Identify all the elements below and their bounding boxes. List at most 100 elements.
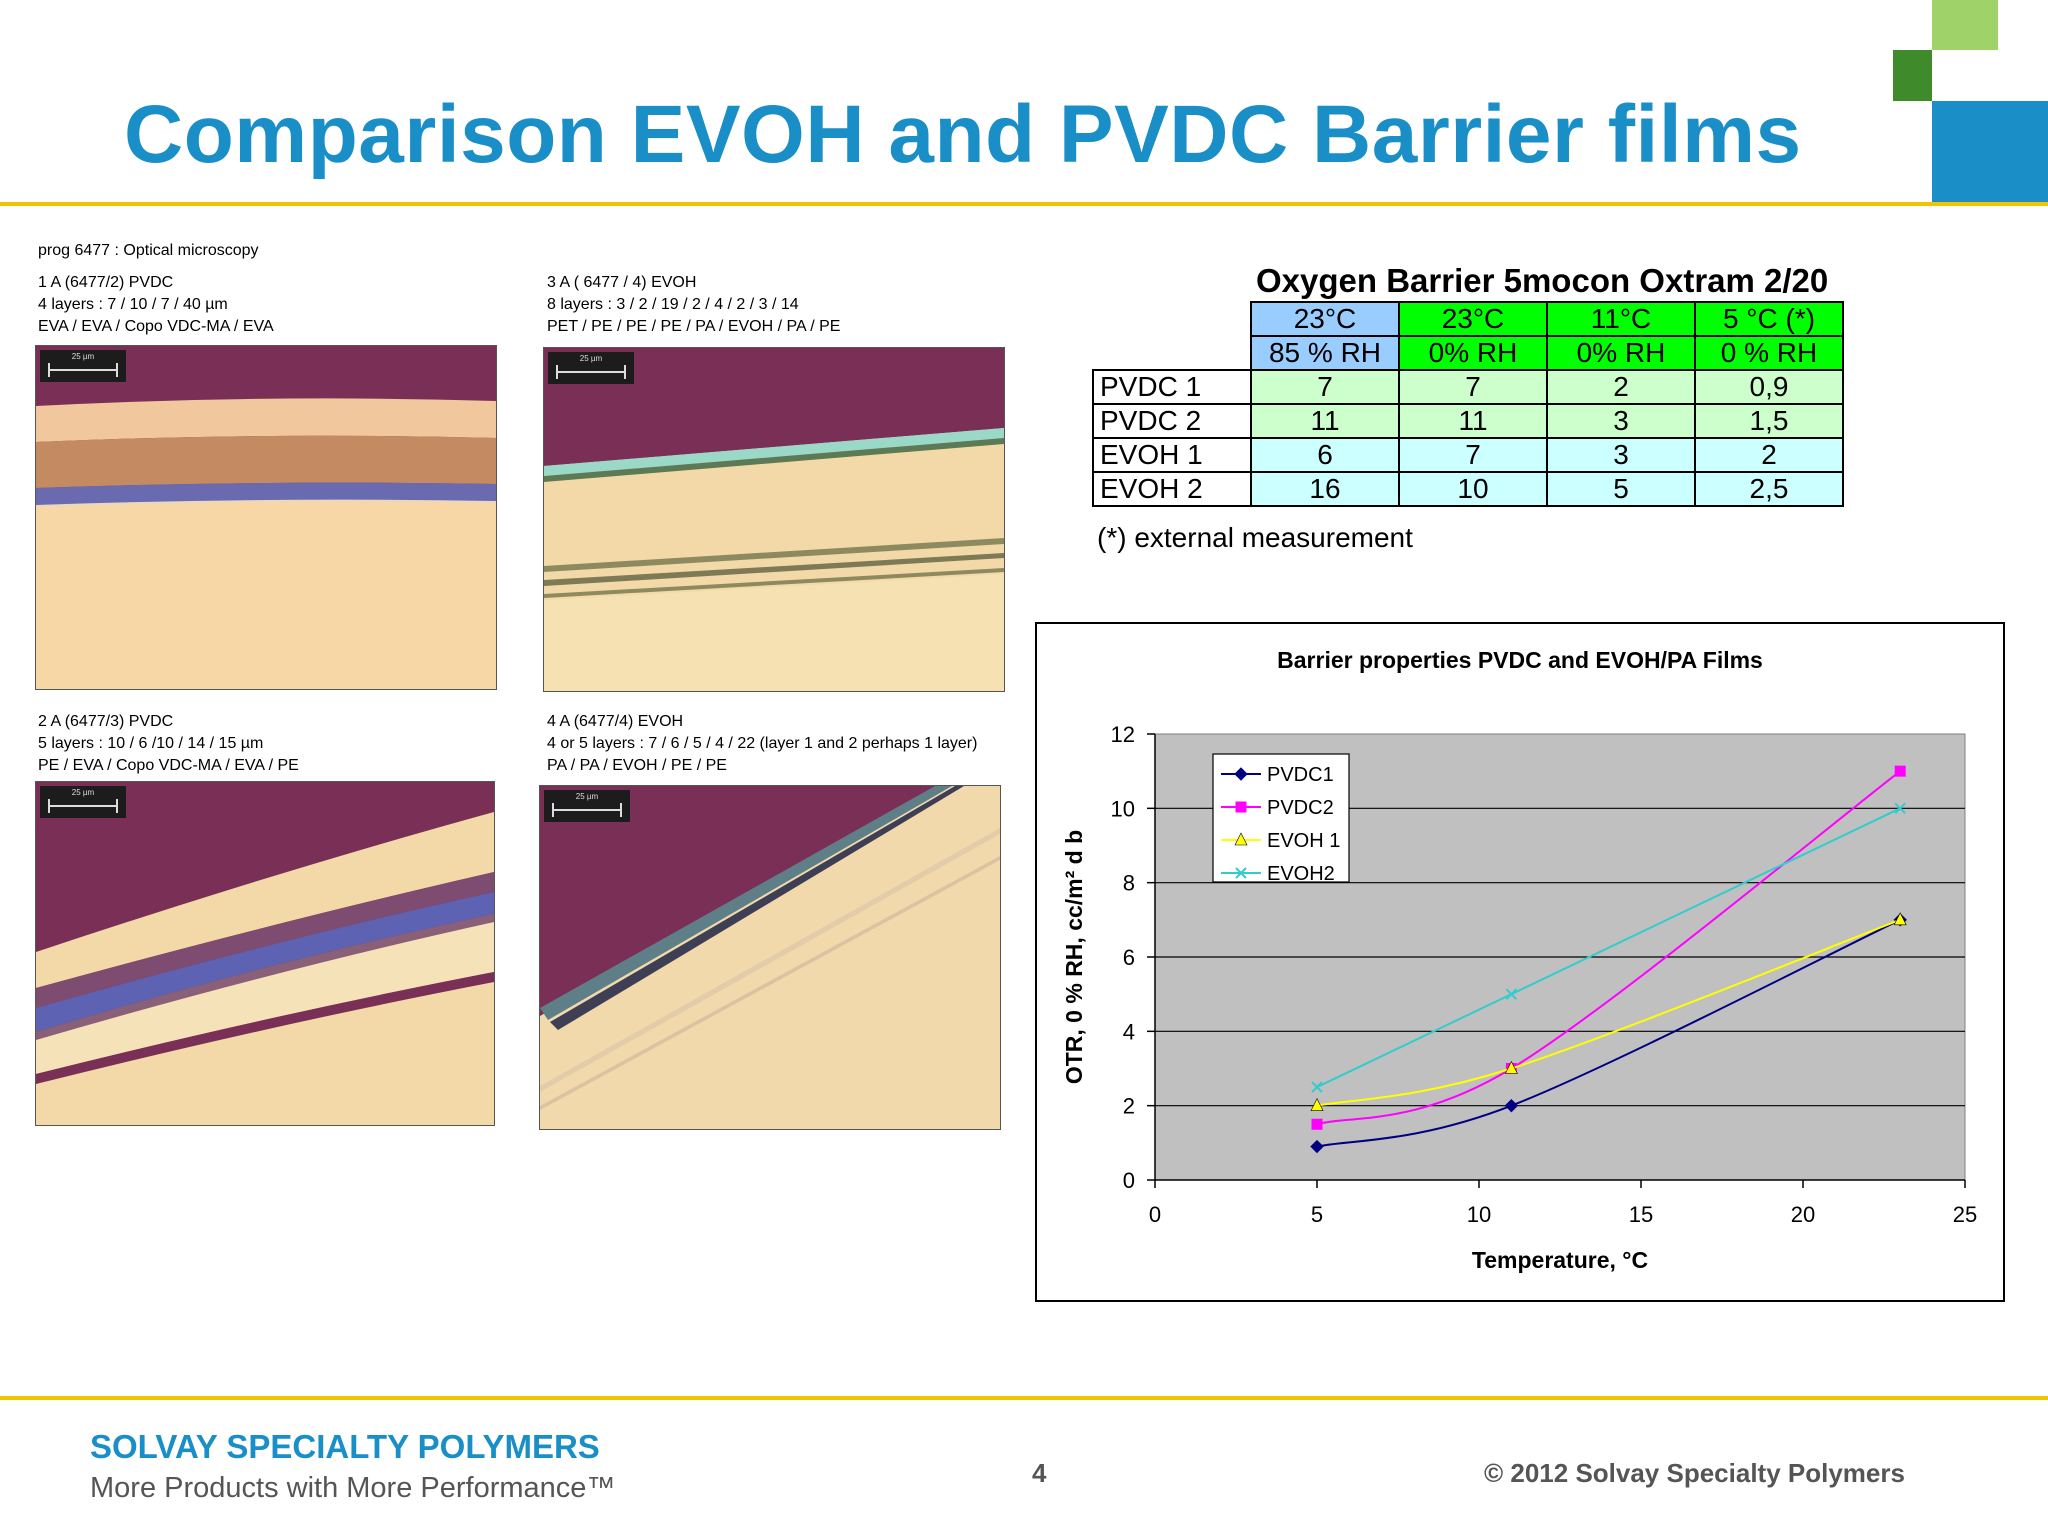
col-header-rh: 0% RH <box>1546 335 1696 371</box>
scale-bar: 25 µm <box>40 786 126 818</box>
y-axis-label: OTR, 0 % RH, cc/m² d b <box>1061 830 1087 1084</box>
table-cell: 7 <box>1398 369 1548 405</box>
caption-line: 4 layers : 7 / 10 / 7 / 40 µm <box>38 296 228 313</box>
scale-bar: 25 µm <box>548 352 634 384</box>
x-axis-label: Temperature, °C <box>1472 1247 1648 1273</box>
series-line <box>1316 807 1901 1088</box>
table-cell: 3 <box>1546 403 1696 439</box>
micrograph-1a: 25 µm <box>35 345 497 690</box>
data-point <box>1234 767 1248 781</box>
row-label: PVDC 2 <box>1092 403 1252 439</box>
brand-tagline: More Products with More Performance™ <box>90 1472 616 1504</box>
data-point <box>1893 912 1907 926</box>
scale-bar: 25 µm <box>40 350 126 382</box>
table-cell: 2 <box>1546 369 1696 405</box>
table-cell: 0,9 <box>1694 369 1844 405</box>
table-cell: 7 <box>1250 369 1400 405</box>
caption-line: 1 A (6477/2) PVDC <box>38 274 174 291</box>
caption-line: 4 or 5 layers : 7 / 6 / 5 / 4 / 22 (laye… <box>547 735 978 752</box>
data-point <box>1504 1060 1518 1074</box>
table-cell: 2,5 <box>1694 471 1844 507</box>
table-cell: 7 <box>1398 437 1548 473</box>
series-line <box>1316 918 1901 1148</box>
table-header-row-rh: 85 % RH 0% RH 0% RH 0 % RH <box>1093 335 1844 371</box>
table-row: EVOH 2 16 10 5 2,5 <box>1092 471 1844 507</box>
data-point <box>1234 832 1248 846</box>
x-tick-label: 0 <box>1149 1202 1161 1227</box>
data-point <box>1235 801 1247 813</box>
caption-line: 3 A ( 6477 / 4) EVOH <box>547 274 697 291</box>
corner-square-dark-green <box>1893 50 1932 101</box>
table-row: PVDC 1 7 7 2 0,9 <box>1092 369 1844 405</box>
caption-line: 4 A (6477/4) EVOH <box>547 713 684 730</box>
y-tick-label: 12 <box>1111 722 1135 747</box>
legend-entry: PVDC1 <box>1267 764 1334 786</box>
caption-line: PE / EVA / Copo VDC-MA / EVA / PE <box>38 757 299 774</box>
x-tick-label: 15 <box>1629 1202 1653 1227</box>
otr-table: 23°C 23°C 11°C 5 °C (*) 85 % RH 0% RH 0%… <box>1092 301 1844 507</box>
table-cell: 3 <box>1546 437 1696 473</box>
col-header-temp: 5 °C (*) <box>1694 301 1844 337</box>
data-point <box>1894 802 1906 815</box>
data-point <box>1504 1098 1519 1113</box>
data-point <box>1310 1139 1324 1154</box>
table-row: EVOH 1 6 7 3 2 <box>1092 437 1844 473</box>
scale-bar-label: 25 µm <box>579 354 603 363</box>
series-line <box>1316 770 1901 1126</box>
barrier-chart: Barrier properties PVDC and EVOH/PA Film… <box>1035 622 2005 1302</box>
caption-line: PA / PA / EVOH / PE / PE <box>547 757 727 774</box>
table-cell: 11 <box>1398 403 1548 439</box>
micrograph-3a: 25 µm <box>543 347 1005 692</box>
table-cell: 6 <box>1250 437 1400 473</box>
data-point <box>1311 1081 1323 1093</box>
x-tick-label: 10 <box>1467 1202 1491 1227</box>
table-cell: 2 <box>1694 437 1844 473</box>
caption-line: PET / PE / PE / PE / PA / EVOH / PA / PE <box>547 318 841 335</box>
col-header-temp: 11°C <box>1546 301 1696 337</box>
caption-line: 2 A (6477/3) PVDC <box>38 713 174 730</box>
col-header-temp: 23°C <box>1250 301 1400 337</box>
scale-bar-label: 25 µm <box>71 352 95 361</box>
data-point <box>1311 1118 1323 1130</box>
table-cell: 10 <box>1398 471 1548 507</box>
scale-bar: 25 µm <box>544 790 630 822</box>
micrograph-4a: 25 µm <box>539 785 1001 1130</box>
table-cell: 1,5 <box>1694 403 1844 439</box>
slide-title: Comparison EVOH and PVDC Barrier films <box>124 89 1802 180</box>
chart-svg: Barrier properties PVDC and EVOH/PA Film… <box>1061 647 1977 1273</box>
chart-title: Barrier properties PVDC and EVOH/PA Film… <box>1277 647 1763 673</box>
row-label: EVOH 2 <box>1092 471 1252 507</box>
copyright: © 2012 Solvay Specialty Polymers <box>1484 1458 1905 1488</box>
col-header-temp: 23°C <box>1398 301 1548 337</box>
series-line <box>1316 918 1901 1107</box>
corner-square-light-green <box>1932 0 1998 50</box>
brand-name: SOLVAY SPECIALTY POLYMERS <box>90 1428 600 1465</box>
row-label: PVDC 1 <box>1092 369 1252 405</box>
table-header-row-temp: 23°C 23°C 11°C 5 °C (*) <box>1093 301 1844 337</box>
corner-square-blue <box>1932 101 2048 202</box>
legend-entry: PVDC2 <box>1267 797 1334 819</box>
col-header-rh: 0 % RH <box>1694 335 1844 371</box>
page-number: 4 <box>1032 1458 1047 1488</box>
y-tick-label: 4 <box>1123 1019 1135 1044</box>
x-tick-label: 5 <box>1311 1202 1323 1227</box>
x-tick-label: 20 <box>1791 1202 1815 1227</box>
table-cell: 11 <box>1250 403 1400 439</box>
otr-table-title: Oxygen Barrier 5mocon Oxtram 2/20 <box>1256 262 1829 299</box>
table-footnote: (*) external measurement <box>1097 522 1413 553</box>
sample-caption-2a: 2 A (6477/3) PVDC 5 layers : 10 / 6 /10 … <box>38 711 299 777</box>
footer-divider <box>0 1396 2048 1400</box>
sample-caption-4a: 4 A (6477/4) EVOH 4 or 5 layers : 7 / 6 … <box>547 711 977 777</box>
data-point <box>1310 1097 1324 1111</box>
y-tick-label: 6 <box>1123 945 1135 970</box>
x-tick-label: 25 <box>1953 1202 1977 1227</box>
micrograph-2a: 25 µm <box>35 781 495 1126</box>
legend-entry: EVOH 1 <box>1267 830 1340 852</box>
table-cell: 5 <box>1546 471 1696 507</box>
data-point <box>1505 988 1518 1000</box>
data-point <box>1235 867 1247 879</box>
sample-caption-3a: 3 A ( 6477 / 4) EVOH 8 layers : 3 / 2 / … <box>547 272 840 338</box>
caption-line: EVA / EVA / Copo VDC-MA / EVA <box>38 318 274 335</box>
scale-bar-label: 25 µm <box>575 792 599 801</box>
legend-entry: EVOH2 <box>1267 863 1335 885</box>
